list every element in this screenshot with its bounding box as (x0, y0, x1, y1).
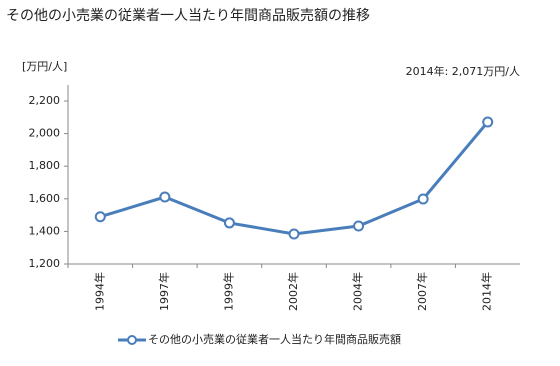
x-tick-label: 2007年 (415, 272, 429, 311)
x-tick-label: 1999年 (221, 272, 235, 311)
data-point (159, 191, 171, 203)
x-tick-label: 2002年 (286, 272, 300, 311)
x-tick-label: 2004年 (351, 272, 365, 311)
y-tick-label: 2,000 (29, 127, 61, 140)
y-axis-label: [万円/人] (22, 60, 67, 73)
annotation: 2014年: 2,071万円/人 (406, 64, 520, 78)
y-tick-label: 2,200 (29, 94, 61, 107)
y-tick-label: 1,600 (29, 192, 61, 205)
data-point (223, 217, 235, 229)
data-point (94, 211, 106, 223)
y-tick-label: 1,400 (29, 224, 61, 237)
y-tick-label: 1,200 (29, 257, 61, 270)
x-tick-label: 2014年 (480, 272, 494, 311)
series-line (99, 121, 489, 236)
data-point (482, 116, 494, 128)
x-tick-label: 1997年 (157, 272, 171, 311)
data-point (288, 228, 300, 240)
chart-title: その他の小売業の従業者一人当たり年間商品販売額の推移 (6, 8, 370, 24)
data-point (417, 193, 429, 205)
legend-marker (127, 335, 137, 345)
y-tick-label: 1,800 (29, 159, 61, 172)
data-point (353, 220, 365, 232)
x-tick-label: 1994年 (92, 272, 106, 311)
legend-label: その他の小売業の従業者一人当たり年間商品販売額 (148, 332, 401, 346)
